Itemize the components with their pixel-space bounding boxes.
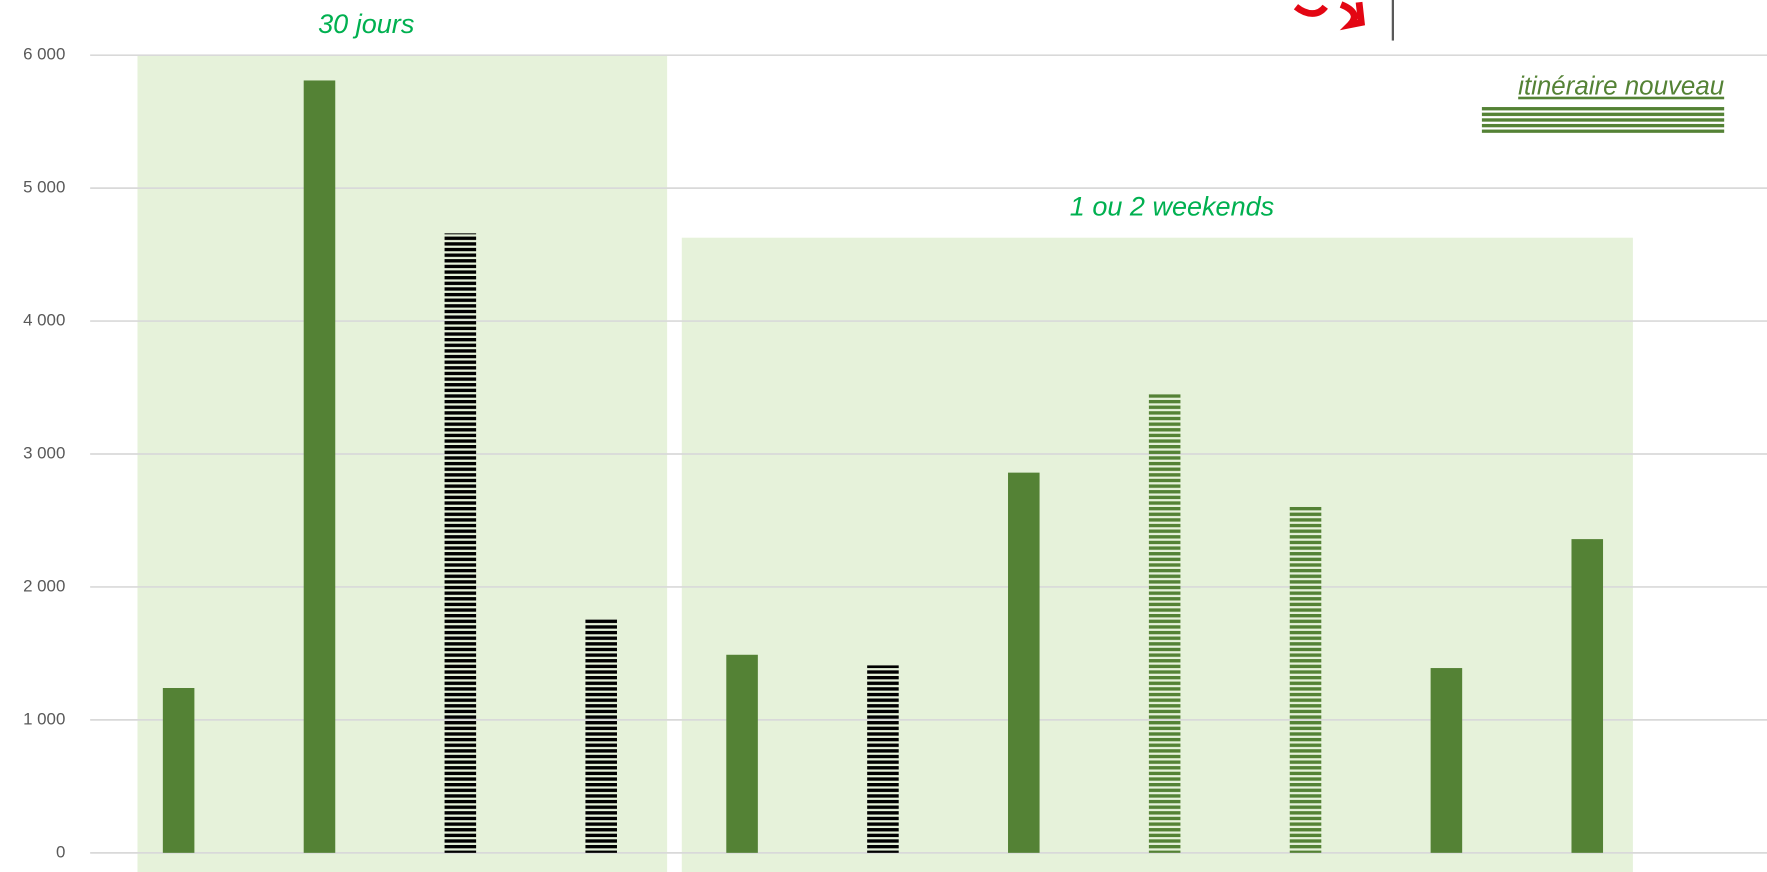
y-tick-label: 4 000 xyxy=(23,311,65,330)
bar xyxy=(1289,505,1322,853)
bar xyxy=(1008,472,1040,853)
logo xyxy=(1293,1,1366,31)
y-tick-label: 5 000 xyxy=(23,178,65,197)
bar xyxy=(726,654,758,853)
y-tick-label: 2 000 xyxy=(23,576,65,595)
bars xyxy=(162,80,1604,853)
annotation: 1 ou 2 weekends xyxy=(1070,192,1274,222)
y-tick-label: 0 xyxy=(56,842,65,861)
grid: 0 1 000 2 000 3 000 4 000 5 000 6 000 xyxy=(23,45,1767,861)
bar xyxy=(303,80,336,853)
bar xyxy=(162,688,195,853)
y-tick-label: 6 000 xyxy=(23,45,65,64)
region-30-jours xyxy=(137,55,668,872)
bar xyxy=(1571,539,1604,853)
y-tick-label: 3 000 xyxy=(23,443,65,462)
annotation: 30 jours xyxy=(318,9,414,39)
y-tick-label: 1 000 xyxy=(23,709,65,728)
legend-label: itinéraire nouveau xyxy=(1518,73,1724,101)
bar xyxy=(1430,668,1463,853)
bar xyxy=(867,665,899,853)
bar xyxy=(444,233,477,853)
bar xyxy=(1148,394,1181,853)
legend-swatch xyxy=(1481,107,1725,133)
bar xyxy=(585,618,617,853)
